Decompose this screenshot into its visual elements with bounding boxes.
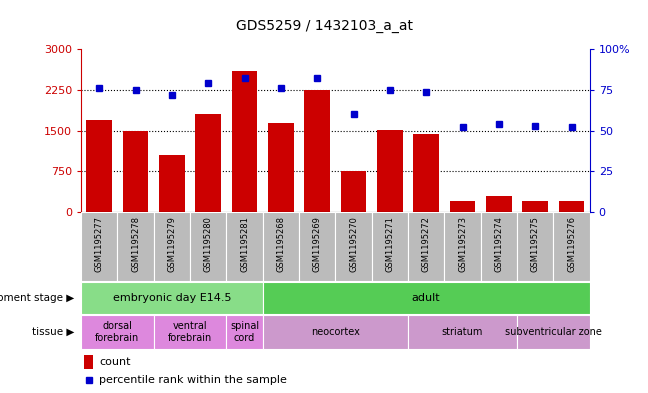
Bar <box>372 212 408 281</box>
Bar <box>268 123 294 212</box>
Bar <box>81 212 117 281</box>
Text: count: count <box>99 356 131 367</box>
Bar <box>486 196 511 212</box>
Bar <box>154 212 190 281</box>
Text: GSM1195275: GSM1195275 <box>531 216 540 272</box>
Bar <box>481 212 517 281</box>
Text: GSM1195278: GSM1195278 <box>131 216 140 272</box>
Bar <box>226 212 262 281</box>
Bar <box>159 155 185 212</box>
Bar <box>408 315 517 349</box>
Text: GSM1195280: GSM1195280 <box>203 216 213 272</box>
Text: spinal
cord: spinal cord <box>230 321 259 343</box>
Text: GSM1195279: GSM1195279 <box>167 216 176 272</box>
Text: tissue ▶: tissue ▶ <box>32 327 75 337</box>
Bar <box>336 212 372 281</box>
Bar <box>196 114 221 212</box>
Text: percentile rank within the sample: percentile rank within the sample <box>99 375 287 386</box>
Text: striatum: striatum <box>442 327 483 337</box>
Text: GSM1195274: GSM1195274 <box>494 216 503 272</box>
Text: neocortex: neocortex <box>311 327 360 337</box>
Bar <box>81 282 262 314</box>
Bar <box>117 212 154 281</box>
Text: GDS5259 / 1432103_a_at: GDS5259 / 1432103_a_at <box>235 19 413 33</box>
Bar <box>299 212 336 281</box>
Bar <box>408 212 445 281</box>
Bar <box>122 130 148 212</box>
Bar <box>84 355 93 369</box>
Bar <box>517 315 590 349</box>
Text: GSM1195276: GSM1195276 <box>567 216 576 272</box>
Bar <box>522 200 548 212</box>
Text: ventral
forebrain: ventral forebrain <box>168 321 212 343</box>
Text: GSM1195273: GSM1195273 <box>458 216 467 272</box>
Text: development stage ▶: development stage ▶ <box>0 293 75 303</box>
Bar <box>445 212 481 281</box>
Text: GSM1195281: GSM1195281 <box>240 216 249 272</box>
Text: GSM1195269: GSM1195269 <box>313 216 321 272</box>
Bar <box>226 315 262 349</box>
Bar <box>341 171 366 212</box>
Bar <box>553 212 590 281</box>
Bar <box>559 201 584 212</box>
Text: GSM1195268: GSM1195268 <box>276 216 285 272</box>
Bar <box>81 315 154 349</box>
Bar <box>154 315 226 349</box>
Text: GSM1195272: GSM1195272 <box>422 216 431 272</box>
Text: GSM1195270: GSM1195270 <box>349 216 358 272</box>
Bar <box>413 134 439 212</box>
Text: embryonic day E14.5: embryonic day E14.5 <box>113 293 231 303</box>
Text: subventricular zone: subventricular zone <box>505 327 602 337</box>
Bar <box>262 212 299 281</box>
Bar <box>262 282 590 314</box>
Text: GSM1195271: GSM1195271 <box>386 216 395 272</box>
Bar <box>86 120 112 212</box>
Bar <box>517 212 553 281</box>
Bar <box>305 90 330 212</box>
Bar <box>262 315 408 349</box>
Bar <box>377 130 402 212</box>
Bar <box>450 201 475 212</box>
Text: adult: adult <box>412 293 441 303</box>
Bar <box>232 71 257 212</box>
Text: GSM1195277: GSM1195277 <box>95 216 104 272</box>
Bar <box>190 212 226 281</box>
Text: dorsal
forebrain: dorsal forebrain <box>95 321 139 343</box>
